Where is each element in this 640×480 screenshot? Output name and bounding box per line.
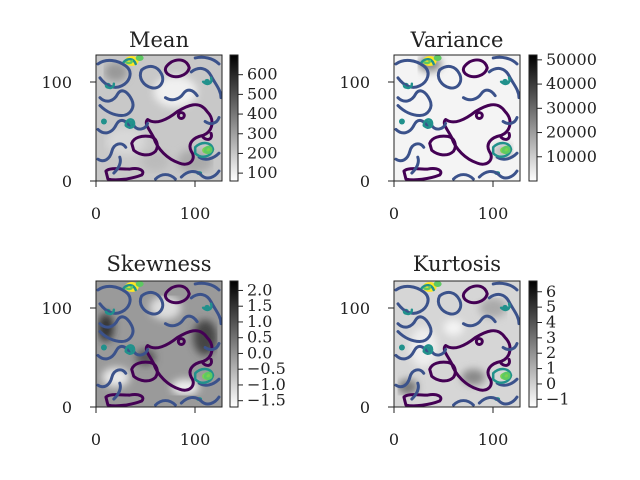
axis-ticks — [388, 307, 494, 413]
colorbar: −1.5−1.0−0.50.00.51.01.52.0 — [229, 280, 286, 410]
heatmap-area — [393, 54, 521, 182]
x-tick-label: 100 — [478, 430, 509, 449]
colorbar-tick-label: 300 — [247, 124, 278, 143]
y-tick-label: 0 — [62, 172, 72, 191]
y-tick-label: 100 — [41, 299, 72, 318]
colorbar: 10000 20000 30000 40000 50000 — [528, 50, 597, 182]
colorbar-tick-label: 6 — [546, 282, 556, 301]
colorbar-tick-label: 0.0 — [247, 343, 272, 362]
colorbar-tick-label: 4 — [546, 312, 556, 331]
panel-title: Variance — [410, 28, 504, 52]
colorbar-tick-label: 100 — [247, 163, 278, 182]
y-tick-label: 100 — [339, 299, 370, 318]
colorbar-tick-label: 1.5 — [247, 296, 272, 315]
colorbar-tick-label: 1.0 — [247, 312, 272, 331]
colorbar-tick-label: 50000 — [546, 50, 597, 69]
colorbar-tick-label: 600 — [247, 65, 278, 84]
colorbar-tick-label: 20000 — [546, 123, 597, 142]
colorbar-tick-label: 40000 — [546, 74, 597, 93]
panel-skewness: Skewness 0 100 0 100 — [41, 252, 285, 449]
colorbar-tick-label: −1.0 — [247, 375, 286, 394]
colorbar-tick-label: −1 — [546, 389, 570, 408]
heatmap-area — [95, 280, 223, 408]
colorbar-tick-label: 500 — [247, 84, 278, 103]
colorbar-tick-label: 3 — [546, 328, 556, 347]
axis-ticks — [90, 307, 196, 413]
colorbar-tick-label: 1 — [546, 359, 556, 378]
colorbar-gradient — [229, 280, 239, 408]
colorbar-tick-label: 5 — [546, 297, 556, 316]
colorbar-gradient — [528, 54, 538, 182]
panel-mean: Mean 0 100 0 100 — [41, 28, 277, 223]
y-tick-label: 100 — [339, 73, 370, 92]
y-tick-label: 0 — [62, 398, 72, 417]
x-tick-label: 100 — [180, 204, 211, 223]
panel-variance: Variance 0 100 0 100 10000 20000 30000 4000… — [339, 28, 596, 223]
y-tick-label: 0 — [360, 172, 370, 191]
panel-kurtosis: Kurtosis 0 100 0 100 — [339, 252, 569, 449]
colorbar-tick-label: 2.0 — [247, 280, 272, 299]
x-tick-label: 0 — [389, 430, 399, 449]
y-tick-label: 100 — [41, 73, 72, 92]
x-tick-label: 0 — [389, 204, 399, 223]
heatmap-area — [95, 54, 223, 182]
colorbar-ticks: 10000 20000 30000 40000 50000 — [537, 50, 597, 166]
colorbar-gradient — [229, 54, 239, 182]
x-tick-label: 100 — [180, 430, 211, 449]
x-tick-label: 0 — [91, 204, 101, 223]
panel-title: Skewness — [106, 252, 211, 276]
colorbar-tick-label: 0.5 — [247, 328, 272, 347]
axis-ticks — [90, 81, 196, 187]
colorbar-tick-label: −1.5 — [247, 391, 286, 410]
colorbar-tick-label: 10000 — [546, 147, 597, 166]
colorbar-tick-label: 400 — [247, 104, 278, 123]
y-tick-label: 0 — [360, 398, 370, 417]
panel-title: Mean — [129, 28, 189, 52]
colorbar-tick-label: 2 — [546, 343, 556, 362]
panel-title: Kurtosis — [413, 252, 501, 276]
x-tick-label: 0 — [91, 430, 101, 449]
x-tick-label: 100 — [478, 204, 509, 223]
axis-ticks — [388, 81, 494, 187]
colorbar-gradient — [528, 280, 538, 408]
colorbar-tick-label: −0.5 — [247, 359, 286, 378]
colorbar-tick-label: 200 — [247, 143, 278, 162]
colorbar-tick-label: 30000 — [546, 98, 597, 117]
colorbar-ticks: −1.5−1.0−0.50.00.51.01.52.0 — [238, 280, 286, 410]
colorbar-tick-label: 0 — [546, 374, 556, 393]
heatmap-area — [393, 280, 521, 408]
